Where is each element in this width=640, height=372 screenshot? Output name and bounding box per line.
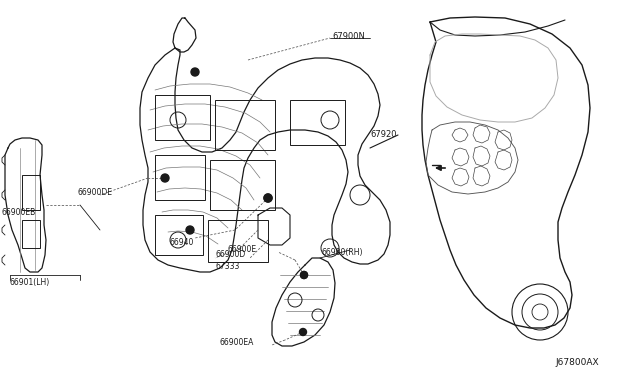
Text: 66900E: 66900E: [228, 245, 257, 254]
Text: 67900N: 67900N: [332, 32, 365, 41]
Bar: [155, 95, 210, 140]
Text: 66900DE: 66900DE: [78, 188, 113, 197]
Bar: [208, 220, 268, 262]
Text: 66901(LH): 66901(LH): [10, 278, 51, 287]
Bar: [155, 215, 203, 255]
Text: 67333: 67333: [215, 262, 239, 271]
Text: 66940: 66940: [170, 238, 195, 247]
Circle shape: [301, 272, 307, 279]
Bar: [215, 100, 275, 150]
Text: 66900EB: 66900EB: [2, 208, 36, 217]
Circle shape: [264, 194, 272, 202]
Bar: [22, 175, 40, 210]
Circle shape: [161, 174, 169, 182]
Text: 67920: 67920: [370, 130, 397, 139]
Text: J67800AX: J67800AX: [555, 358, 598, 367]
Bar: [22, 220, 40, 248]
Text: 66900(RH): 66900(RH): [322, 248, 364, 257]
Text: 66900EA: 66900EA: [220, 338, 254, 347]
Bar: [155, 155, 205, 200]
Circle shape: [300, 328, 307, 336]
Text: 66900D: 66900D: [215, 250, 245, 259]
Circle shape: [191, 68, 199, 76]
Circle shape: [301, 272, 307, 279]
Bar: [290, 100, 345, 145]
Circle shape: [186, 226, 194, 234]
Circle shape: [264, 194, 272, 202]
Bar: [210, 160, 275, 210]
